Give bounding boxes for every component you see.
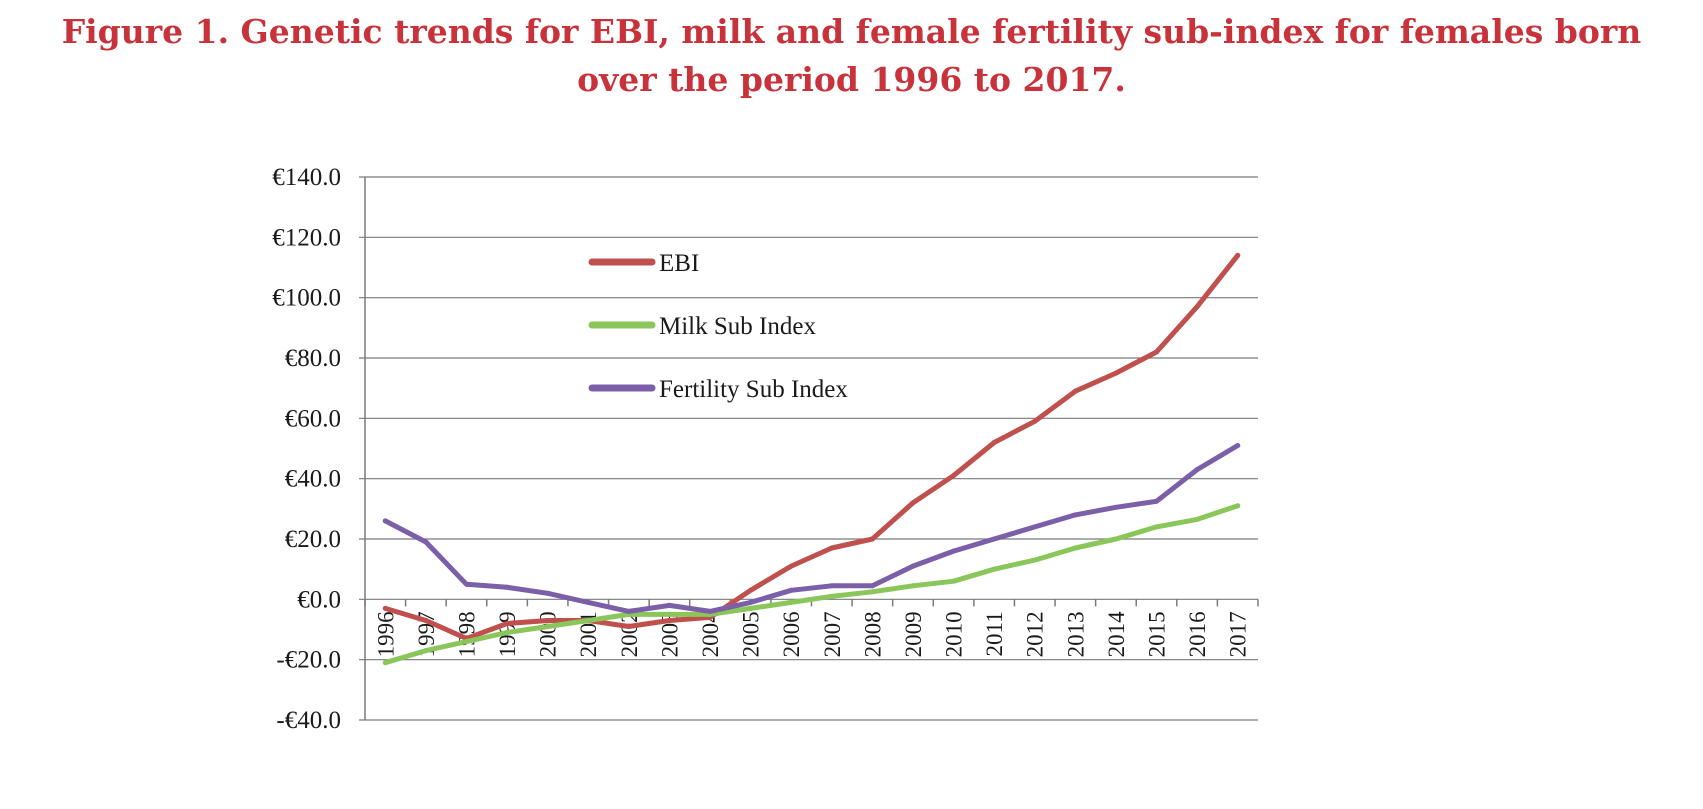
data-point	[626, 623, 632, 629]
legend-label: Milk Sub Index	[659, 313, 816, 340]
legend-label: Fertility Sub Index	[659, 376, 848, 403]
data-point	[991, 566, 997, 572]
data-point	[991, 439, 997, 445]
figure-title-line-2: over the period 1996 to 2017.	[577, 60, 1126, 99]
data-point	[585, 599, 591, 605]
y-tick-label: €0.0	[297, 586, 341, 613]
legend: EBI Milk Sub Index Fertility Sub Index	[588, 250, 848, 403]
x-tick-label: 2009	[901, 611, 926, 657]
data-point	[666, 617, 672, 623]
data-point	[423, 648, 429, 654]
data-point	[829, 593, 835, 599]
x-tick-label: 2005	[739, 611, 764, 657]
data-point	[545, 617, 551, 623]
data-point	[423, 617, 429, 623]
data-point	[1235, 252, 1241, 258]
data-point	[869, 583, 875, 589]
data-point	[1032, 557, 1038, 563]
data-point	[869, 589, 875, 595]
x-tick-label: 2002	[617, 611, 642, 657]
y-tick-label: €40.0	[285, 466, 341, 493]
data-point	[1235, 442, 1241, 448]
x-tick-label: 2011	[982, 611, 1007, 656]
figure-title: Figure 1. Genetic trends for EBI, milk a…	[0, 8, 1703, 104]
x-tick-label: 1996	[373, 611, 398, 657]
data-point	[1235, 503, 1241, 509]
axis-layer: -€40.0 -€20.0 €0.0 €20.0 €40.0 €60.0 €80.0 €100…	[272, 164, 1259, 734]
data-point	[788, 587, 794, 593]
y-tick-label: -€40.0	[276, 707, 341, 734]
data-point	[1032, 418, 1038, 424]
data-point	[585, 617, 591, 623]
data-point	[1154, 498, 1160, 504]
x-tick-label: 2015	[1145, 611, 1170, 657]
x-tick-label: 2013	[1063, 611, 1088, 657]
data-point	[1113, 370, 1119, 376]
data-point	[951, 578, 957, 584]
x-tick-label: 2014	[1104, 611, 1129, 658]
y-tick-label: -€20.0	[276, 647, 341, 674]
x-tick-label: 2017	[1226, 611, 1251, 657]
data-point	[504, 630, 510, 636]
data-point	[951, 548, 957, 554]
x-tick-label: 2012	[1023, 611, 1048, 657]
y-tick-label: €20.0	[285, 526, 341, 553]
data-point	[1154, 524, 1160, 530]
x-tick-label: 2008	[860, 611, 885, 657]
data-point	[829, 545, 835, 551]
data-point	[545, 590, 551, 596]
data-point	[910, 583, 916, 589]
data-point	[869, 536, 875, 542]
data-point	[504, 620, 510, 626]
data-point	[829, 583, 835, 589]
series-line-milk-sub-index	[382, 503, 1241, 666]
data-point	[910, 563, 916, 569]
data-point	[463, 581, 469, 587]
legend-label: EBI	[659, 250, 699, 277]
data-point	[463, 639, 469, 645]
data-point	[707, 608, 713, 614]
data-point	[748, 599, 754, 605]
data-point	[748, 605, 754, 611]
data-point	[626, 608, 632, 614]
x-tick-label: 2007	[820, 611, 845, 657]
data-point	[1194, 304, 1200, 310]
data-point	[788, 563, 794, 569]
data-point	[1154, 349, 1160, 355]
data-point	[910, 500, 916, 506]
y-tick-label: €80.0	[285, 345, 341, 372]
data-point	[1032, 524, 1038, 530]
data-point	[666, 602, 672, 608]
figure-title-line-1: Figure 1. Genetic trends for EBI, milk a…	[61, 12, 1642, 51]
data-point	[991, 536, 997, 542]
data-point	[1113, 536, 1119, 542]
data-point	[382, 518, 388, 524]
data-point	[788, 599, 794, 605]
data-point	[1072, 388, 1078, 394]
data-point	[423, 539, 429, 545]
data-point	[1113, 504, 1119, 510]
data-point	[504, 584, 510, 590]
data-point	[382, 605, 388, 611]
data-point	[382, 660, 388, 666]
data-point	[951, 473, 957, 479]
data-point	[1194, 467, 1200, 473]
data-point	[666, 611, 672, 617]
y-tick-label: €120.0	[272, 224, 341, 251]
series-line-fertility-sub-index	[382, 443, 1241, 614]
x-tick-label: 2010	[942, 611, 967, 657]
data-point	[748, 587, 754, 593]
x-tick-label: 2006	[779, 611, 804, 657]
x-tick-label: 2016	[1185, 611, 1210, 657]
series-line-ebi	[382, 252, 1241, 641]
y-tick-label: €100.0	[272, 285, 341, 312]
y-tick-label: €60.0	[285, 405, 341, 432]
data-point	[1072, 512, 1078, 518]
data-point	[1194, 516, 1200, 522]
series-layer	[382, 252, 1241, 666]
data-point	[545, 623, 551, 629]
y-tick-label: €140.0	[272, 164, 341, 191]
data-point	[1072, 545, 1078, 551]
